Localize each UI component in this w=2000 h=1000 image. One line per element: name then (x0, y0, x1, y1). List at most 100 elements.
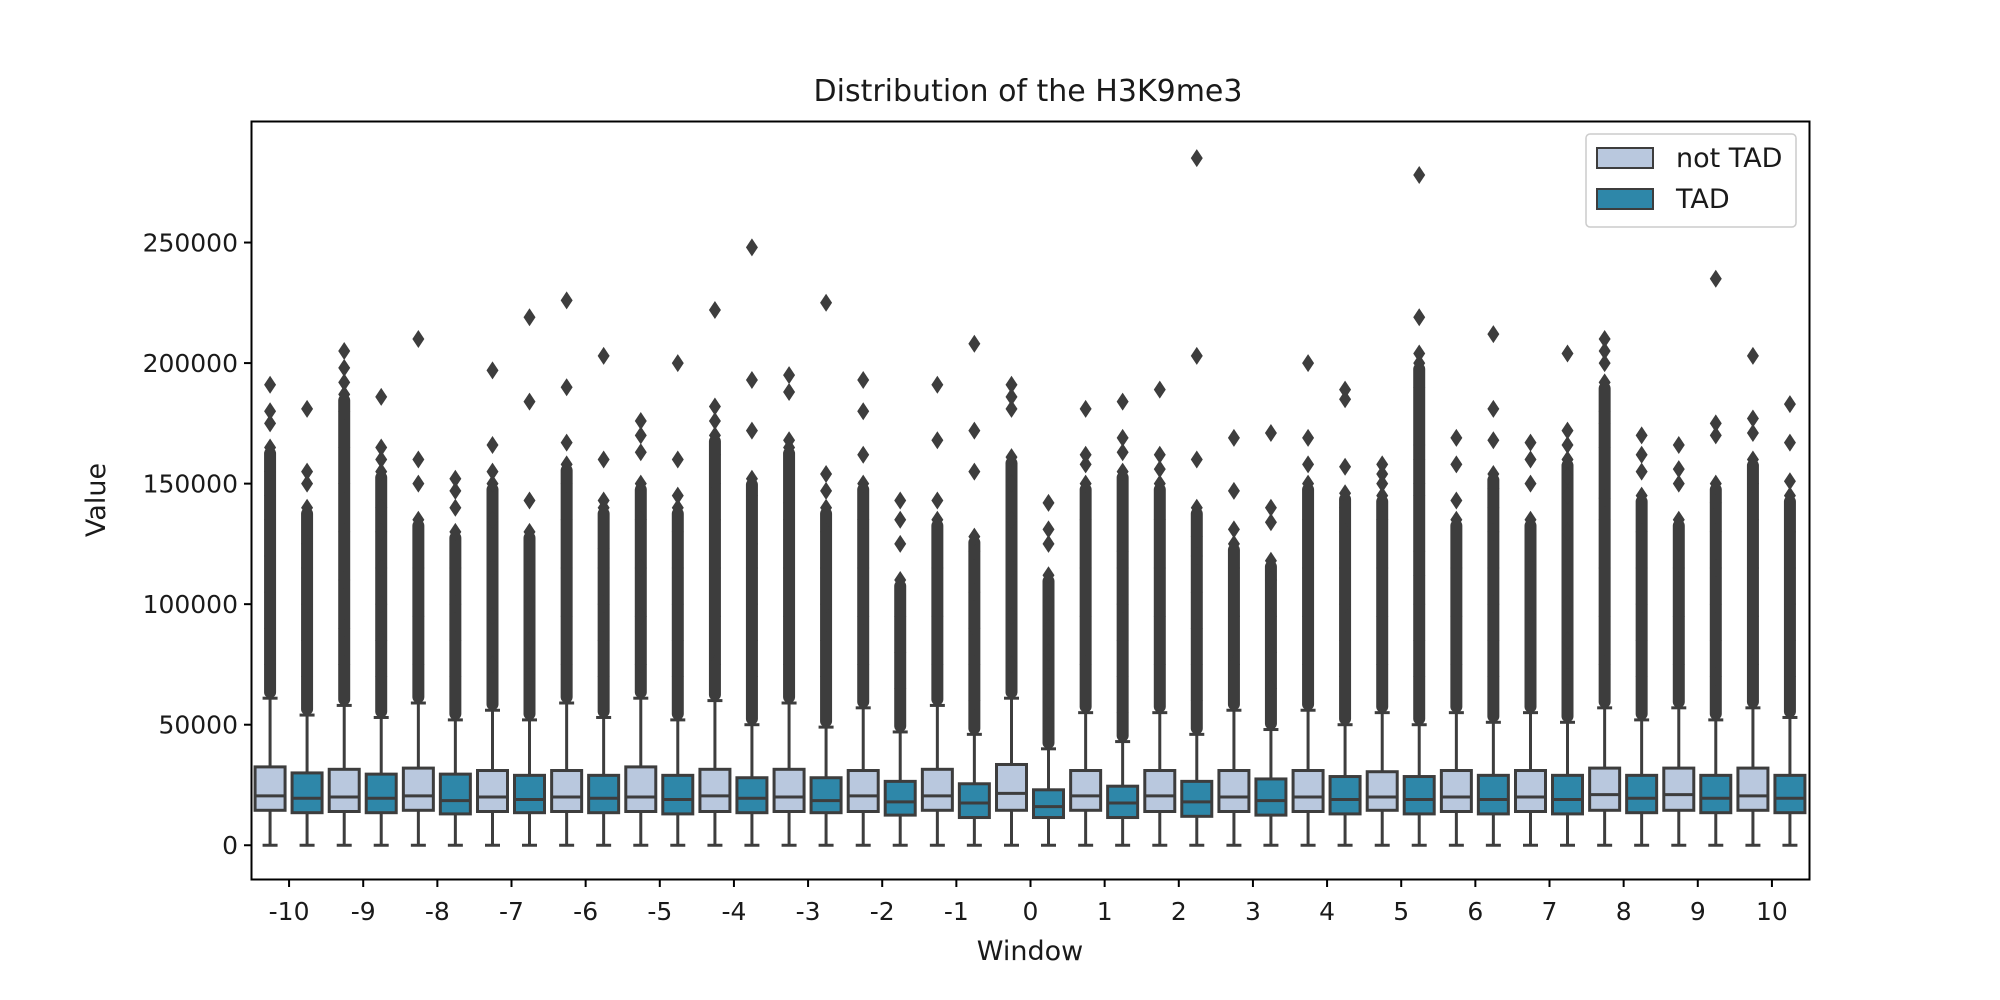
flier-point (1116, 559, 1129, 578)
flier-point (1339, 457, 1352, 476)
flier-point (1413, 308, 1426, 327)
flier-point (412, 510, 425, 529)
flier-point (894, 643, 907, 662)
flier-point (1561, 344, 1574, 363)
flier-point (301, 667, 314, 686)
x-tick-label: -2 (870, 897, 895, 926)
flier-point (560, 455, 573, 474)
flier-point (968, 655, 981, 674)
flier-point (486, 510, 499, 529)
flier-point (338, 342, 351, 361)
y-axis-label: Value (81, 463, 112, 537)
flier-point (301, 462, 314, 481)
flier-point (1190, 546, 1203, 565)
flier-point (968, 542, 981, 561)
box-not-tad-1 (1069, 399, 1103, 847)
flier-point (1487, 559, 1500, 578)
flier-point (412, 474, 425, 493)
flier-point (1598, 510, 1611, 529)
flier-point (301, 399, 314, 418)
flier-point (1005, 474, 1018, 493)
flier-point (375, 450, 388, 469)
flier-point (1709, 269, 1722, 288)
x-tick-label: -10 (269, 897, 310, 926)
box-iqr (1699, 773, 1733, 815)
flier-point (1524, 607, 1537, 626)
flier-point (1487, 464, 1500, 483)
legend-label-not-tad: not TAD (1676, 143, 1782, 174)
flier-point (1042, 534, 1055, 553)
box-not-tad--3 (772, 366, 806, 847)
flier-point (894, 534, 907, 553)
flier-point (1709, 667, 1722, 686)
flier-point (1487, 399, 1500, 418)
flier-point (708, 559, 721, 578)
flier-point (338, 619, 351, 638)
flier-point (523, 559, 536, 578)
box-iqr (1180, 779, 1214, 818)
box-not-tad-2 (1143, 380, 1177, 847)
flier-point (931, 375, 944, 394)
flier-point (1450, 607, 1463, 626)
flier-point (1079, 455, 1092, 474)
flier-point (1264, 643, 1277, 662)
flier-point (968, 619, 981, 638)
box-iqr (364, 772, 398, 815)
box-iqr (1773, 773, 1807, 815)
x-tick-label: -4 (721, 897, 746, 926)
box-tad-2 (1180, 149, 1214, 847)
box-iqr (1402, 775, 1436, 816)
box-not-tad-10 (1736, 346, 1770, 847)
flier-point (1598, 373, 1611, 392)
flier-point (1116, 631, 1129, 650)
box-not-tad--4 (698, 301, 732, 847)
flier-point (1561, 486, 1574, 505)
flier-point (560, 433, 573, 452)
flier-point (1709, 559, 1722, 578)
box-iqr (513, 773, 546, 815)
box-tad-7 (1551, 344, 1584, 847)
flier-point (1339, 631, 1352, 650)
box-iqr (290, 771, 324, 815)
flier-point (1413, 354, 1426, 373)
flier-point (1264, 551, 1277, 570)
box-iqr (1365, 770, 1399, 812)
flier-point (1079, 655, 1092, 674)
flier-point (1042, 643, 1055, 662)
flier-point (745, 421, 758, 440)
flier-band (1079, 483, 1092, 713)
flier-point (1190, 527, 1203, 546)
legend-swatch-tad (1596, 188, 1654, 210)
flier-point (708, 397, 721, 416)
flier-point (1005, 375, 1018, 394)
box-iqr (1143, 769, 1177, 813)
flier-point (1376, 510, 1389, 529)
x-axis: -10 -9 -8 -7 -6 -5 -4 -3 -2 -1 0 1 2 3 4 5 6 7 8 9 10 (269, 879, 1788, 926)
flier-point (1079, 607, 1092, 626)
flier-point (1598, 329, 1611, 348)
flier-point (1042, 520, 1055, 539)
flier-point (1598, 489, 1611, 508)
box-not-tad--7 (476, 361, 509, 847)
flier-point (1264, 571, 1277, 590)
flier-point (264, 462, 277, 481)
flier-point (1635, 595, 1648, 614)
flier-point (1339, 595, 1352, 614)
flier-point (301, 498, 314, 517)
flier-point (1746, 655, 1759, 674)
flier-point (449, 522, 462, 541)
flier-point (1672, 460, 1685, 479)
flier-point (560, 291, 573, 310)
flier-point (560, 607, 573, 626)
flier-point (375, 462, 388, 481)
box-tad--3 (809, 293, 843, 847)
flier-point (968, 421, 981, 440)
flier-point (1042, 619, 1055, 638)
flier-point (634, 559, 647, 578)
box-iqr (1588, 766, 1622, 812)
box-tad-1 (1106, 392, 1140, 847)
flier-band (1561, 459, 1574, 723)
flier-point (1746, 474, 1759, 493)
flier-point (375, 631, 388, 650)
flier-point (523, 667, 536, 686)
